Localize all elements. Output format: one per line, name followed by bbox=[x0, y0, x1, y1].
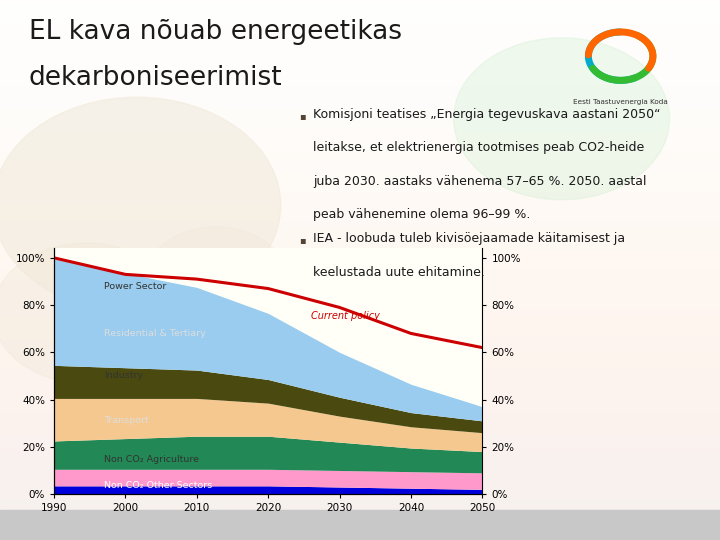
Text: peab vähenemine olema 96–99 %.: peab vähenemine olema 96–99 %. bbox=[313, 208, 531, 221]
Text: dekarboniseerimist: dekarboniseerimist bbox=[29, 65, 282, 91]
Circle shape bbox=[0, 243, 180, 383]
Text: EL kava nõuab energeetikas: EL kava nõuab energeetikas bbox=[29, 19, 402, 45]
Text: juba 2030. aastaks vähenema 57–65 %. 2050. aastal: juba 2030. aastaks vähenema 57–65 %. 205… bbox=[313, 175, 647, 188]
Text: leitakse, et elektrienergia tootmises peab CO2-heide: leitakse, et elektrienergia tootmises pe… bbox=[313, 141, 644, 154]
Text: Residential & Tertiary: Residential & Tertiary bbox=[104, 329, 206, 338]
Text: keelustada uute ehitamine.: keelustada uute ehitamine. bbox=[313, 266, 485, 279]
Text: Industry: Industry bbox=[104, 372, 143, 381]
Text: Current policy: Current policy bbox=[311, 311, 380, 321]
Text: Transport: Transport bbox=[104, 416, 149, 426]
Text: Non CO₂ Other Sectors: Non CO₂ Other Sectors bbox=[104, 481, 212, 490]
Text: Komisjoni teatises „Energia tegevuskava aastani 2050“: Komisjoni teatises „Energia tegevuskava … bbox=[313, 108, 661, 121]
Circle shape bbox=[454, 38, 670, 200]
Circle shape bbox=[144, 227, 288, 335]
Text: ▪: ▪ bbox=[299, 235, 305, 245]
Circle shape bbox=[0, 97, 281, 313]
Bar bbox=[0, 510, 720, 540]
Text: Non CO₂ Agriculture: Non CO₂ Agriculture bbox=[104, 455, 199, 464]
Text: Power Sector: Power Sector bbox=[104, 282, 166, 291]
Text: ▪: ▪ bbox=[299, 111, 305, 121]
Text: IEA - loobuda tuleb kivisöejaamade käitamisest ja: IEA - loobuda tuleb kivisöejaamade käita… bbox=[313, 232, 626, 245]
Text: Eesti Taastuvenergia Koda: Eesti Taastuvenergia Koda bbox=[573, 99, 668, 105]
